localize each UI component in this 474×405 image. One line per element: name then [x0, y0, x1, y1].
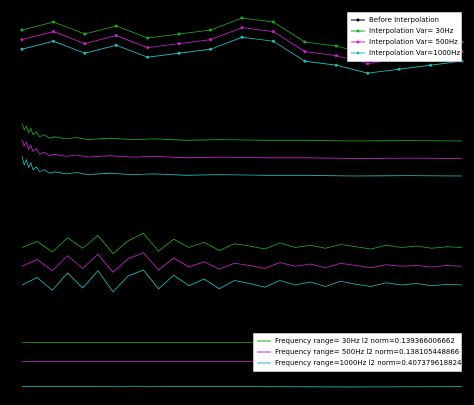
legend-label: Frequency range= 500Hz l2 norm=0.1381054… — [275, 348, 460, 356]
legend-box — [346, 11, 463, 63]
legend-marker — [356, 51, 360, 55]
series-line — [21, 385, 463, 388]
marker — [83, 32, 87, 36]
marker — [146, 36, 150, 40]
marker — [366, 62, 370, 66]
series-line — [21, 232, 463, 255]
legend-marker — [356, 29, 360, 33]
marker — [51, 39, 55, 43]
marker — [114, 24, 118, 28]
marker — [20, 38, 24, 42]
marker — [271, 39, 275, 43]
marker — [177, 42, 181, 46]
marker — [271, 30, 275, 34]
marker — [83, 42, 87, 46]
marker — [20, 47, 24, 51]
marker — [334, 63, 338, 67]
marker — [209, 28, 213, 32]
legend-label: Before Interpolation — [369, 16, 439, 24]
legend-marker — [356, 40, 360, 44]
marker — [397, 67, 401, 71]
marker — [146, 46, 150, 50]
marker — [20, 28, 24, 32]
marker — [51, 20, 55, 24]
marker — [209, 38, 213, 42]
marker — [334, 54, 338, 58]
legend-label: Interpolation Var=1000Hz — [369, 49, 460, 57]
marker — [303, 50, 307, 54]
marker — [334, 44, 338, 48]
legend-marker — [356, 18, 360, 22]
series-line — [21, 269, 463, 293]
marker — [366, 71, 370, 75]
legend-label: Frequency range=1000Hz l2 norm=0.4073796… — [275, 359, 462, 367]
marker — [209, 47, 213, 51]
marker — [114, 34, 118, 38]
marker — [177, 32, 181, 36]
legend-label: Interpolation Var= 500Hz — [369, 38, 458, 46]
marker — [240, 26, 244, 30]
legend-box — [252, 332, 463, 373]
marker — [146, 55, 150, 59]
series-line — [21, 139, 463, 159]
marker — [114, 43, 118, 47]
marker — [51, 30, 55, 34]
marker — [429, 63, 433, 67]
series-line — [21, 123, 463, 142]
marker — [303, 59, 307, 63]
marker — [240, 35, 244, 39]
marker — [240, 16, 244, 20]
marker — [303, 40, 307, 44]
legend-label: Interpolation Var= 30Hz — [369, 27, 454, 35]
marker — [177, 51, 181, 55]
legend-label: Frequency range= 30Hz l2 norm=0.13936600… — [275, 337, 455, 345]
marker — [271, 20, 275, 24]
marker — [83, 51, 87, 55]
series-line — [21, 156, 463, 177]
series-line — [21, 252, 463, 273]
